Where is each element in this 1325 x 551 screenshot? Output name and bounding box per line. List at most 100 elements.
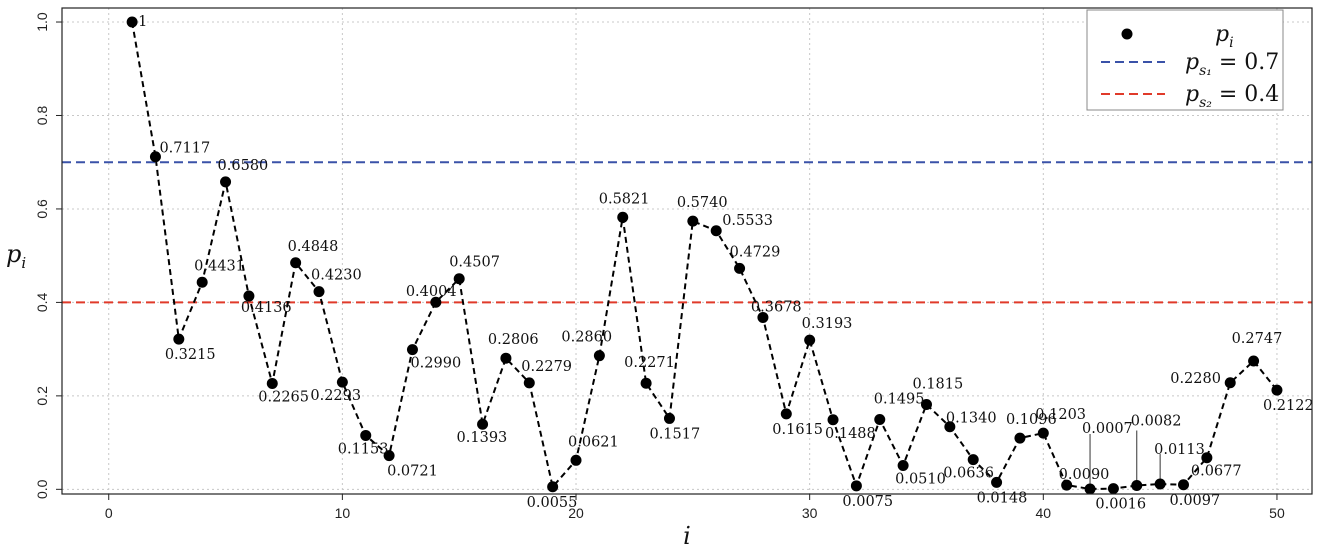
data-label: 0.0621 xyxy=(568,434,619,450)
data-point xyxy=(1014,432,1026,444)
y-tick-label: 0.6 xyxy=(34,199,50,219)
data-label: 0.1203 xyxy=(1035,407,1086,423)
data-label: 0.6580 xyxy=(218,158,269,174)
data-label: 0.2122 xyxy=(1263,398,1314,414)
data-point xyxy=(1131,479,1143,491)
data-label: 0.3215 xyxy=(165,347,216,363)
data-label: 0.3678 xyxy=(751,299,802,315)
data-label: 0.7117 xyxy=(159,141,210,157)
data-label: 0.0113 xyxy=(1154,442,1205,458)
y-axis-title: pi xyxy=(6,240,26,272)
data-point xyxy=(897,459,909,471)
series-p-i xyxy=(126,16,1283,495)
data-label: 0.1615 xyxy=(772,422,823,438)
data-point xyxy=(453,273,465,285)
data-label: 0.1495 xyxy=(874,391,925,407)
data-label: 0.0075 xyxy=(842,494,893,510)
data-point xyxy=(1154,478,1166,490)
data-point xyxy=(640,377,652,389)
data-label: 0.0082 xyxy=(1131,413,1182,429)
y-tick-label: 0.0 xyxy=(34,479,50,499)
data-label: 0.4848 xyxy=(288,239,339,255)
data-label: 0.2806 xyxy=(488,332,539,348)
data-label: 0.4004 xyxy=(406,284,457,300)
data-label: 0.1153 xyxy=(338,441,389,457)
data-label: 0.2265 xyxy=(258,389,309,405)
data-point xyxy=(593,350,605,362)
data-label: 0.1096 xyxy=(1006,412,1057,428)
data-label: 0.0016 xyxy=(1095,497,1146,513)
data-point xyxy=(360,429,372,441)
y-tick-label: 0.4 xyxy=(34,292,50,312)
data-label: 0.4507 xyxy=(449,255,500,271)
x-tick-label: 50 xyxy=(1269,505,1285,521)
data-point xyxy=(874,413,886,425)
data-label: 0.0721 xyxy=(387,464,438,480)
data-point xyxy=(780,408,792,420)
data-point xyxy=(1248,355,1260,367)
data-point xyxy=(570,454,582,466)
data-label: 0.4729 xyxy=(730,244,781,260)
data-point xyxy=(406,344,418,356)
data-point xyxy=(430,296,442,308)
data-point xyxy=(827,414,839,426)
data-label: 0.5821 xyxy=(599,191,650,207)
data-label: 0.5740 xyxy=(677,195,728,211)
data-label: 0.1393 xyxy=(457,430,508,446)
data-point xyxy=(1107,483,1119,495)
data-label: 0.5533 xyxy=(722,213,773,229)
data-point xyxy=(547,481,559,493)
x-tick-label: 20 xyxy=(568,505,584,521)
data-point xyxy=(944,421,956,433)
data-point xyxy=(290,257,302,269)
data-label: 0.0055 xyxy=(527,495,578,511)
data-point xyxy=(196,276,208,288)
data-point xyxy=(757,311,769,323)
data-point xyxy=(850,480,862,492)
data-point xyxy=(477,418,489,430)
threshold-lines xyxy=(62,161,1312,304)
data-point xyxy=(663,412,675,424)
legend-label-2: ps₁ = 0.7 xyxy=(1185,50,1279,79)
data-point xyxy=(266,377,278,389)
data-point xyxy=(967,454,979,466)
data-point xyxy=(1224,377,1236,389)
data-point xyxy=(710,225,722,237)
legend-label-3: ps₂ = 0.4 xyxy=(1185,82,1279,111)
data-point xyxy=(523,377,535,389)
data-label: 0.1488 xyxy=(825,426,876,442)
legend-marker-p-i xyxy=(1121,28,1133,40)
data-labels: 1 0.7117 0.3215 0.4431 0.6580 0.4136 0.2265 0.4… xyxy=(138,14,1314,513)
data-label: 0.0677 xyxy=(1191,464,1242,480)
data-label: 0.4230 xyxy=(311,268,362,284)
data-label: 0.2293 xyxy=(310,388,361,404)
data-point xyxy=(220,176,232,188)
data-point xyxy=(920,399,932,411)
data-point xyxy=(1177,479,1189,491)
x-tick-label: 40 xyxy=(1036,505,1052,521)
data-point xyxy=(991,476,1003,488)
data-point xyxy=(500,352,512,364)
plot-frame xyxy=(61,7,1313,495)
data-label: 1 xyxy=(138,14,147,30)
data-label: 0.2271 xyxy=(624,355,675,371)
data-point xyxy=(1084,483,1096,495)
data-point xyxy=(734,262,746,274)
data-label: 0.4136 xyxy=(241,300,292,316)
data-label: 0.1340 xyxy=(946,411,997,427)
data-point xyxy=(1061,479,1073,491)
data-label: 0.0148 xyxy=(977,490,1028,506)
x-tick-label: 0 xyxy=(105,505,113,521)
data-point xyxy=(1037,427,1049,439)
y-tick-label: 0.2 xyxy=(34,386,50,406)
y-tick-label: 0.8 xyxy=(34,106,50,126)
y-tick-label: 1.0 xyxy=(34,12,50,32)
data-point xyxy=(126,16,138,28)
data-label: 0.2279 xyxy=(521,359,572,375)
data-label: 0.0007 xyxy=(1082,421,1133,437)
data-point xyxy=(313,286,325,298)
data-point xyxy=(383,450,395,462)
axes: 0 10 20 30 40 50 0.0 0.2 0.4 0.6 0.8 1.0 xyxy=(34,7,1313,521)
